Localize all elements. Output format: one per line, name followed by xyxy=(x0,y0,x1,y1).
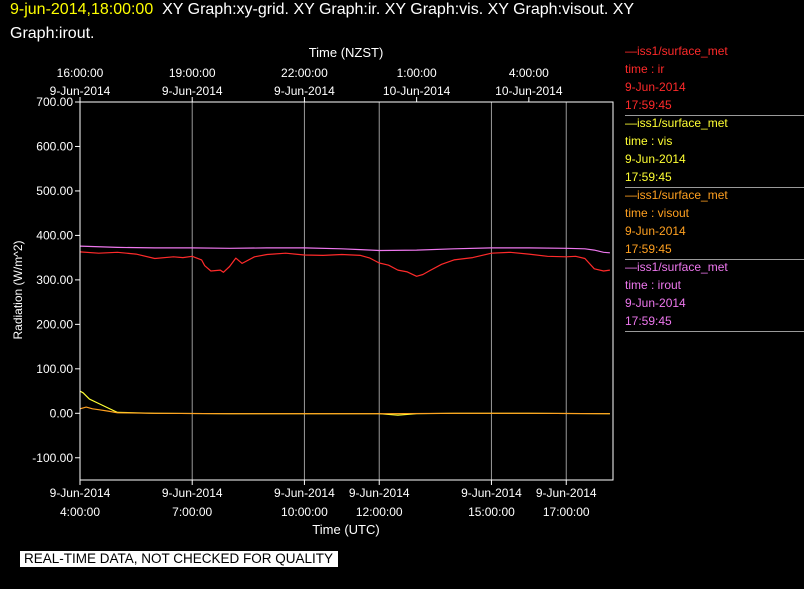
legend-time: 17:59:45 xyxy=(625,314,672,328)
legend-field: time : ir xyxy=(625,62,665,76)
legend-time: 17:59:45 xyxy=(625,242,672,256)
top-tick-date: 9-Jun-2014 xyxy=(274,84,335,98)
x-tick-date: 9-Jun-2014 xyxy=(274,486,335,500)
graph-titles: XY Graph:xy-grid. XY Graph:ir. XY Graph:… xyxy=(162,1,635,18)
top-tick-time: 19:00:00 xyxy=(169,66,216,80)
bottom-axis-label: Time (UTC) xyxy=(312,522,379,537)
x-tick-time: 15:00:00 xyxy=(468,505,515,519)
legend-field: time : vis xyxy=(625,134,673,148)
series-irout-line xyxy=(79,245,610,254)
grid-lines xyxy=(191,102,567,480)
series-ir-line xyxy=(79,251,610,277)
legend-separator xyxy=(625,115,804,116)
x-tick-time: 4:00:00 xyxy=(60,505,100,519)
legend-date: 9-Jun-2014 xyxy=(625,152,686,166)
x-tick-time: 7:00:00 xyxy=(172,505,212,519)
axes: 700.00 600.00 500.00 400.00 300.00 200.00 100.… xyxy=(32,66,597,519)
chart-title-line-2: Graph:irout. xyxy=(10,25,95,42)
legend-field: time : irout xyxy=(625,278,682,292)
chart-title-line-1: 9-jun-2014,18:00:00 XY Graph:xy-grid. XY… xyxy=(10,1,634,19)
y-tick-label: 300.00 xyxy=(36,273,73,287)
y-tick-label: 100.00 xyxy=(36,362,73,376)
y-tick-label: 500.00 xyxy=(36,184,73,198)
y-tick-label: 600.00 xyxy=(36,139,73,153)
top-tick-date: 10-Jun-2014 xyxy=(495,84,563,98)
y-axis-label: Radiation (W/m^2) xyxy=(11,241,25,340)
y-tick-label: 200.00 xyxy=(36,317,73,331)
top-tick-date: 10-Jun-2014 xyxy=(383,84,451,98)
legend-time: 17:59:45 xyxy=(625,98,672,112)
legend-field: time : visout xyxy=(625,206,690,220)
series-visout-line xyxy=(79,406,610,415)
legend-name: —iss1/surface_met xyxy=(625,260,728,274)
legend-date: 9-Jun-2014 xyxy=(625,80,686,94)
top-tick-time: 1:00:00 xyxy=(397,66,437,80)
top-tick-time: 22:00:00 xyxy=(281,66,328,80)
y-tick-label: -100.00 xyxy=(32,451,73,465)
top-axis-label: Time (NZST) xyxy=(309,45,384,60)
x-tick-date: 9-Jun-2014 xyxy=(50,486,111,500)
legend-name: —iss1/surface_met xyxy=(625,44,728,58)
y-tick-label: 0.00 xyxy=(50,406,74,420)
x-tick-date: 9-Jun-2014 xyxy=(349,486,410,500)
legend-separator xyxy=(625,187,804,188)
x-tick-time: 10:00:00 xyxy=(281,505,328,519)
disclaimer-banner: REAL-TIME DATA, NOT CHECKED FOR QUALITY xyxy=(20,551,339,567)
y-tick-label: 400.00 xyxy=(36,228,73,242)
legend-name: —iss1/surface_met xyxy=(625,116,728,130)
series-vis-line xyxy=(79,390,610,416)
x-tick-time: 12:00:00 xyxy=(356,505,403,519)
top-tick-date: 9-Jun-2014 xyxy=(162,84,223,98)
legend-separator xyxy=(625,331,804,332)
legend-time: 17:59:45 xyxy=(625,170,672,184)
top-tick-time: 16:00:00 xyxy=(57,66,104,80)
legend-date: 9-Jun-2014 xyxy=(625,224,686,238)
legend-date: 9-Jun-2014 xyxy=(625,296,686,310)
y-tick-label: 700.00 xyxy=(36,95,73,109)
series-layer xyxy=(79,245,610,416)
x-tick-date: 9-Jun-2014 xyxy=(461,486,522,500)
legend-name: —iss1/surface_met xyxy=(625,188,728,202)
timestamp: 9-jun-2014,18:00:00 xyxy=(10,1,154,18)
x-tick-time: 17:00:00 xyxy=(543,505,590,519)
plot-frame xyxy=(79,101,614,481)
legend-separator xyxy=(625,259,804,260)
x-tick-date: 9-Jun-2014 xyxy=(536,486,597,500)
top-tick-date: 9-Jun-2014 xyxy=(50,84,111,98)
x-tick-date: 9-Jun-2014 xyxy=(162,486,223,500)
top-tick-time: 4:00:00 xyxy=(509,66,549,80)
